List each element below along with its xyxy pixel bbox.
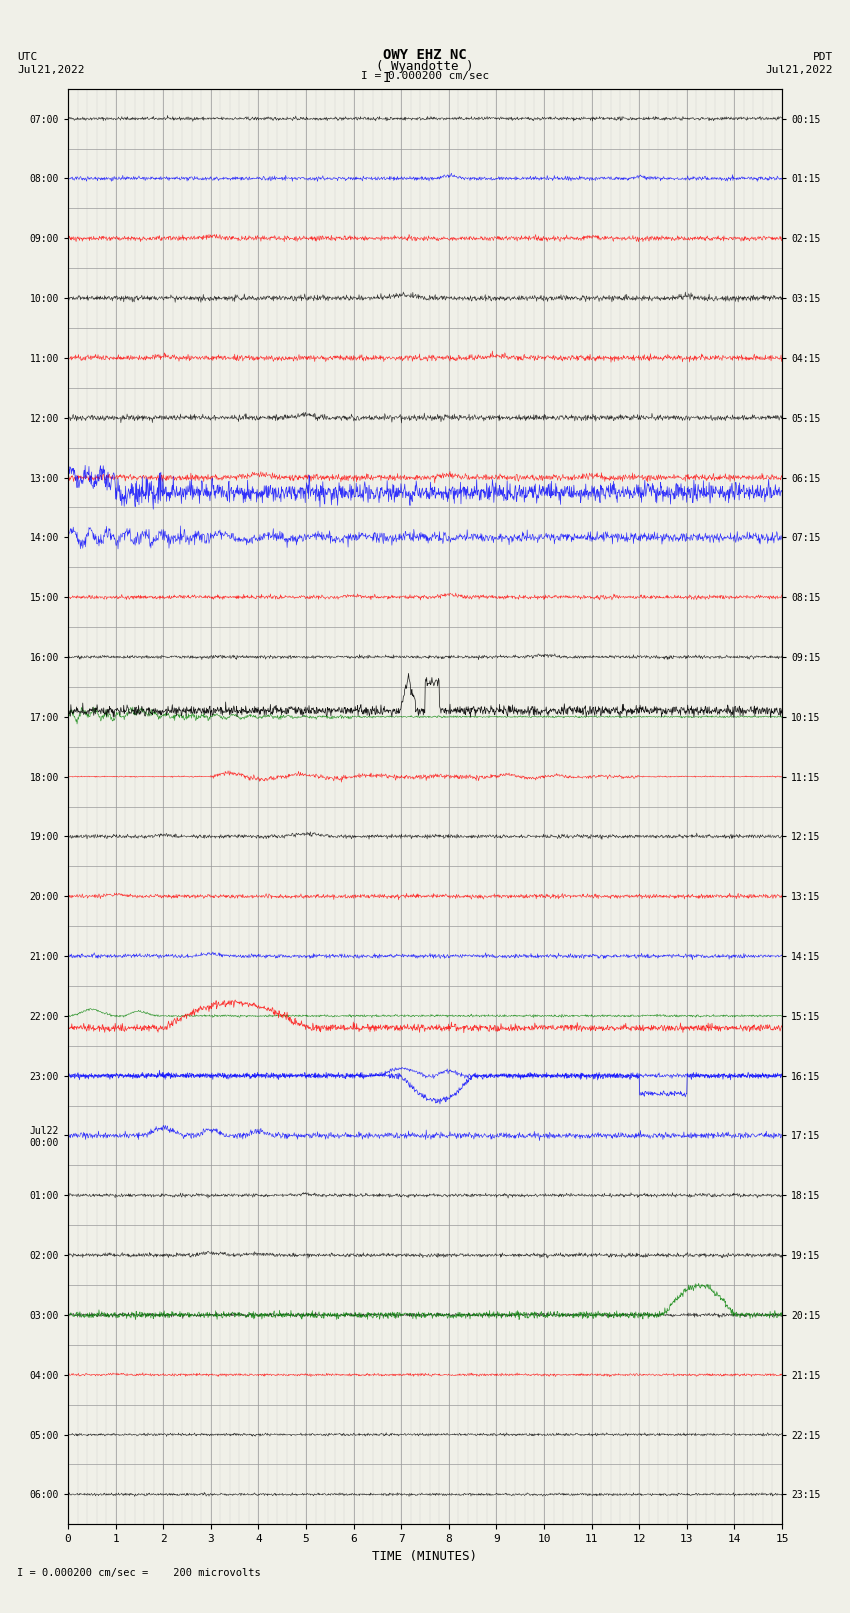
Text: Jul21,2022: Jul21,2022	[17, 65, 84, 74]
Text: I: I	[382, 71, 391, 85]
X-axis label: TIME (MINUTES): TIME (MINUTES)	[372, 1550, 478, 1563]
Text: UTC: UTC	[17, 52, 37, 61]
Text: I = 0.000200 cm/sec: I = 0.000200 cm/sec	[361, 71, 489, 81]
Text: PDT: PDT	[813, 52, 833, 61]
Text: I = 0.000200 cm/sec =    200 microvolts: I = 0.000200 cm/sec = 200 microvolts	[17, 1568, 261, 1578]
Text: ( Wyandotte ): ( Wyandotte )	[377, 60, 473, 73]
Text: Jul21,2022: Jul21,2022	[766, 65, 833, 74]
Text: OWY EHZ NC: OWY EHZ NC	[383, 48, 467, 63]
